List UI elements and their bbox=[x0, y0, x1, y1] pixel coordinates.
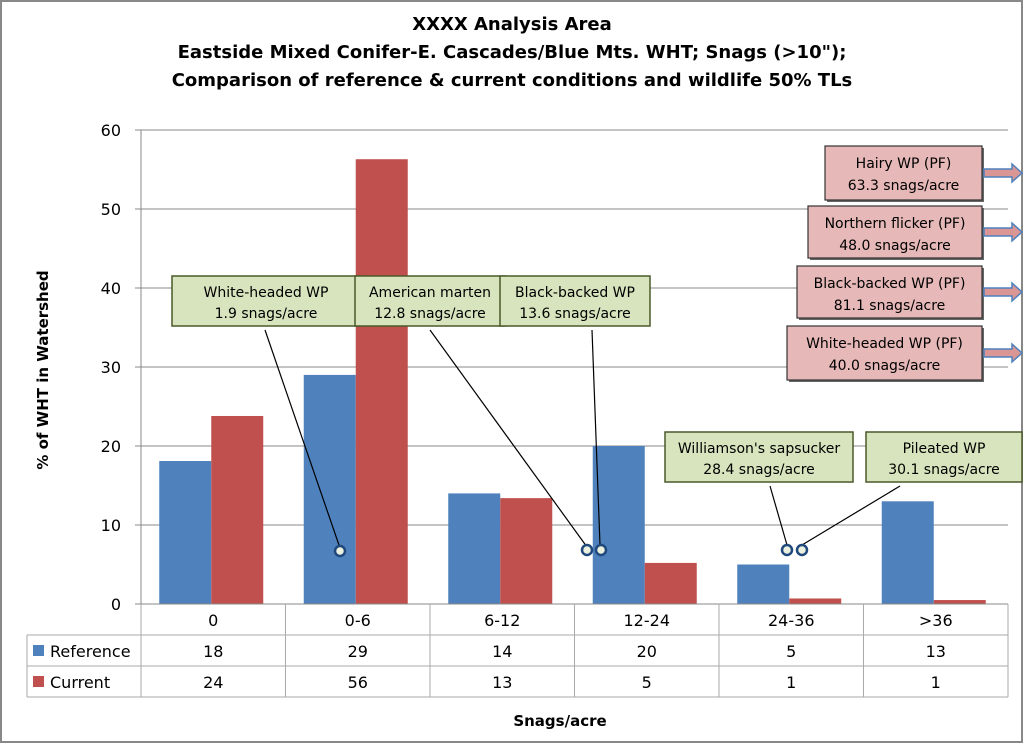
y-tick-label: 60 bbox=[101, 121, 121, 140]
y-tick-label: 30 bbox=[101, 358, 121, 377]
y-tick-label: 10 bbox=[101, 516, 121, 535]
table-value: 1 bbox=[786, 673, 796, 692]
bar-reference bbox=[448, 493, 501, 604]
right-arrow-icon bbox=[983, 281, 1024, 303]
callout-value: 81.1 snags/acre bbox=[834, 298, 946, 314]
right-arrow-icon bbox=[983, 162, 1024, 184]
callout-box bbox=[865, 431, 1023, 483]
y-tick-label: 20 bbox=[101, 437, 121, 456]
callout-species: Black-backed WP bbox=[515, 285, 635, 301]
threshold-marker bbox=[580, 543, 594, 557]
table-value: 5 bbox=[642, 673, 652, 692]
threshold-marker bbox=[780, 543, 794, 557]
threshold-marker bbox=[594, 543, 608, 557]
table-value: 13 bbox=[926, 642, 946, 661]
callout-species: Northern flicker (PF) bbox=[825, 216, 966, 232]
table-value: 13 bbox=[492, 673, 512, 692]
table-value: 29 bbox=[348, 642, 368, 661]
callout-arrow bbox=[769, 485, 788, 546]
callout-box-off-scale bbox=[824, 145, 983, 201]
x-category-label: 0-6 bbox=[345, 611, 371, 630]
bar-current bbox=[789, 598, 842, 604]
x-category-label: 24-36 bbox=[768, 611, 815, 630]
x-category-label: 6-12 bbox=[484, 611, 520, 630]
table-value: 18 bbox=[203, 642, 223, 661]
chart-title-line: XXXX Analysis Area bbox=[412, 14, 612, 35]
callout-box bbox=[354, 275, 506, 327]
callout-species: Black-backed WP (PF) bbox=[814, 276, 966, 292]
right-arrow-icon bbox=[983, 221, 1024, 243]
callout-species: Hairy WP (PF) bbox=[856, 156, 952, 172]
callout-arrow bbox=[429, 329, 588, 548]
callout-species: Pileated WP bbox=[903, 441, 986, 457]
callout-species: Williamson's sapsucker bbox=[678, 441, 840, 457]
callout-box-off-scale bbox=[796, 265, 983, 319]
legend-key-reference bbox=[33, 645, 44, 656]
bar-reference bbox=[159, 461, 212, 604]
callout-arrow bbox=[264, 329, 341, 549]
table-value: 20 bbox=[637, 642, 657, 661]
legend-label: Reference bbox=[50, 642, 131, 661]
callout-value: 28.4 snags/acre bbox=[703, 462, 815, 478]
callout-species: White-headed WP (PF) bbox=[806, 336, 963, 352]
callout-species: White-headed WP bbox=[204, 285, 329, 301]
callout-arrow bbox=[801, 485, 901, 546]
y-tick-label: 40 bbox=[101, 279, 121, 298]
callout-box-off-scale bbox=[807, 205, 983, 259]
callout-value: 13.6 snags/acre bbox=[519, 306, 631, 322]
table-value: 1 bbox=[931, 673, 941, 692]
bar-reference bbox=[737, 564, 790, 604]
bar-reference bbox=[592, 446, 645, 604]
callout-box bbox=[664, 431, 854, 483]
y-tick-label: 0 bbox=[111, 595, 121, 614]
threshold-marker bbox=[333, 544, 347, 558]
callout-value: 48.0 snags/acre bbox=[839, 238, 951, 254]
callout-box bbox=[171, 275, 361, 327]
y-tick-label: 50 bbox=[101, 200, 121, 219]
legend-key-current bbox=[33, 676, 44, 687]
callout-box bbox=[499, 275, 651, 327]
bar-reference bbox=[303, 374, 356, 604]
legend-label: Current bbox=[50, 673, 110, 692]
bar-current bbox=[211, 415, 264, 604]
x-category-label: 0 bbox=[208, 611, 218, 630]
callout-value: 12.8 snags/acre bbox=[374, 306, 486, 322]
bar-current bbox=[500, 498, 553, 604]
table-value: 5 bbox=[786, 642, 796, 661]
callout-value: 1.9 snags/acre bbox=[215, 306, 318, 322]
callout-value: 40.0 snags/acre bbox=[829, 358, 941, 374]
bar-current bbox=[644, 562, 697, 604]
bar-current bbox=[355, 159, 408, 605]
right-arrow-icon bbox=[983, 342, 1024, 364]
callout-box-off-scale bbox=[786, 325, 983, 381]
bar-reference bbox=[881, 501, 934, 604]
table-value: 14 bbox=[492, 642, 512, 661]
callout-value: 30.1 snags/acre bbox=[888, 462, 1000, 478]
x-category-label: >36 bbox=[919, 611, 953, 630]
chart-title-line: Comparison of reference & current condit… bbox=[172, 70, 853, 91]
threshold-marker bbox=[795, 543, 809, 557]
x-category-label: 12-24 bbox=[624, 611, 671, 630]
y-axis-label: % of WHT in Watershed bbox=[34, 270, 52, 469]
table-value: 56 bbox=[348, 673, 368, 692]
chart-title-line: Eastside Mixed Conifer-E. Cascades/Blue … bbox=[178, 42, 847, 63]
x-axis-label: Snags/acre bbox=[513, 712, 606, 730]
bar-current bbox=[933, 600, 986, 604]
callout-species: American marten bbox=[369, 285, 491, 301]
callout-value: 63.3 snags/acre bbox=[848, 178, 960, 194]
table-value: 24 bbox=[203, 673, 223, 692]
callout-arrow bbox=[591, 329, 601, 546]
